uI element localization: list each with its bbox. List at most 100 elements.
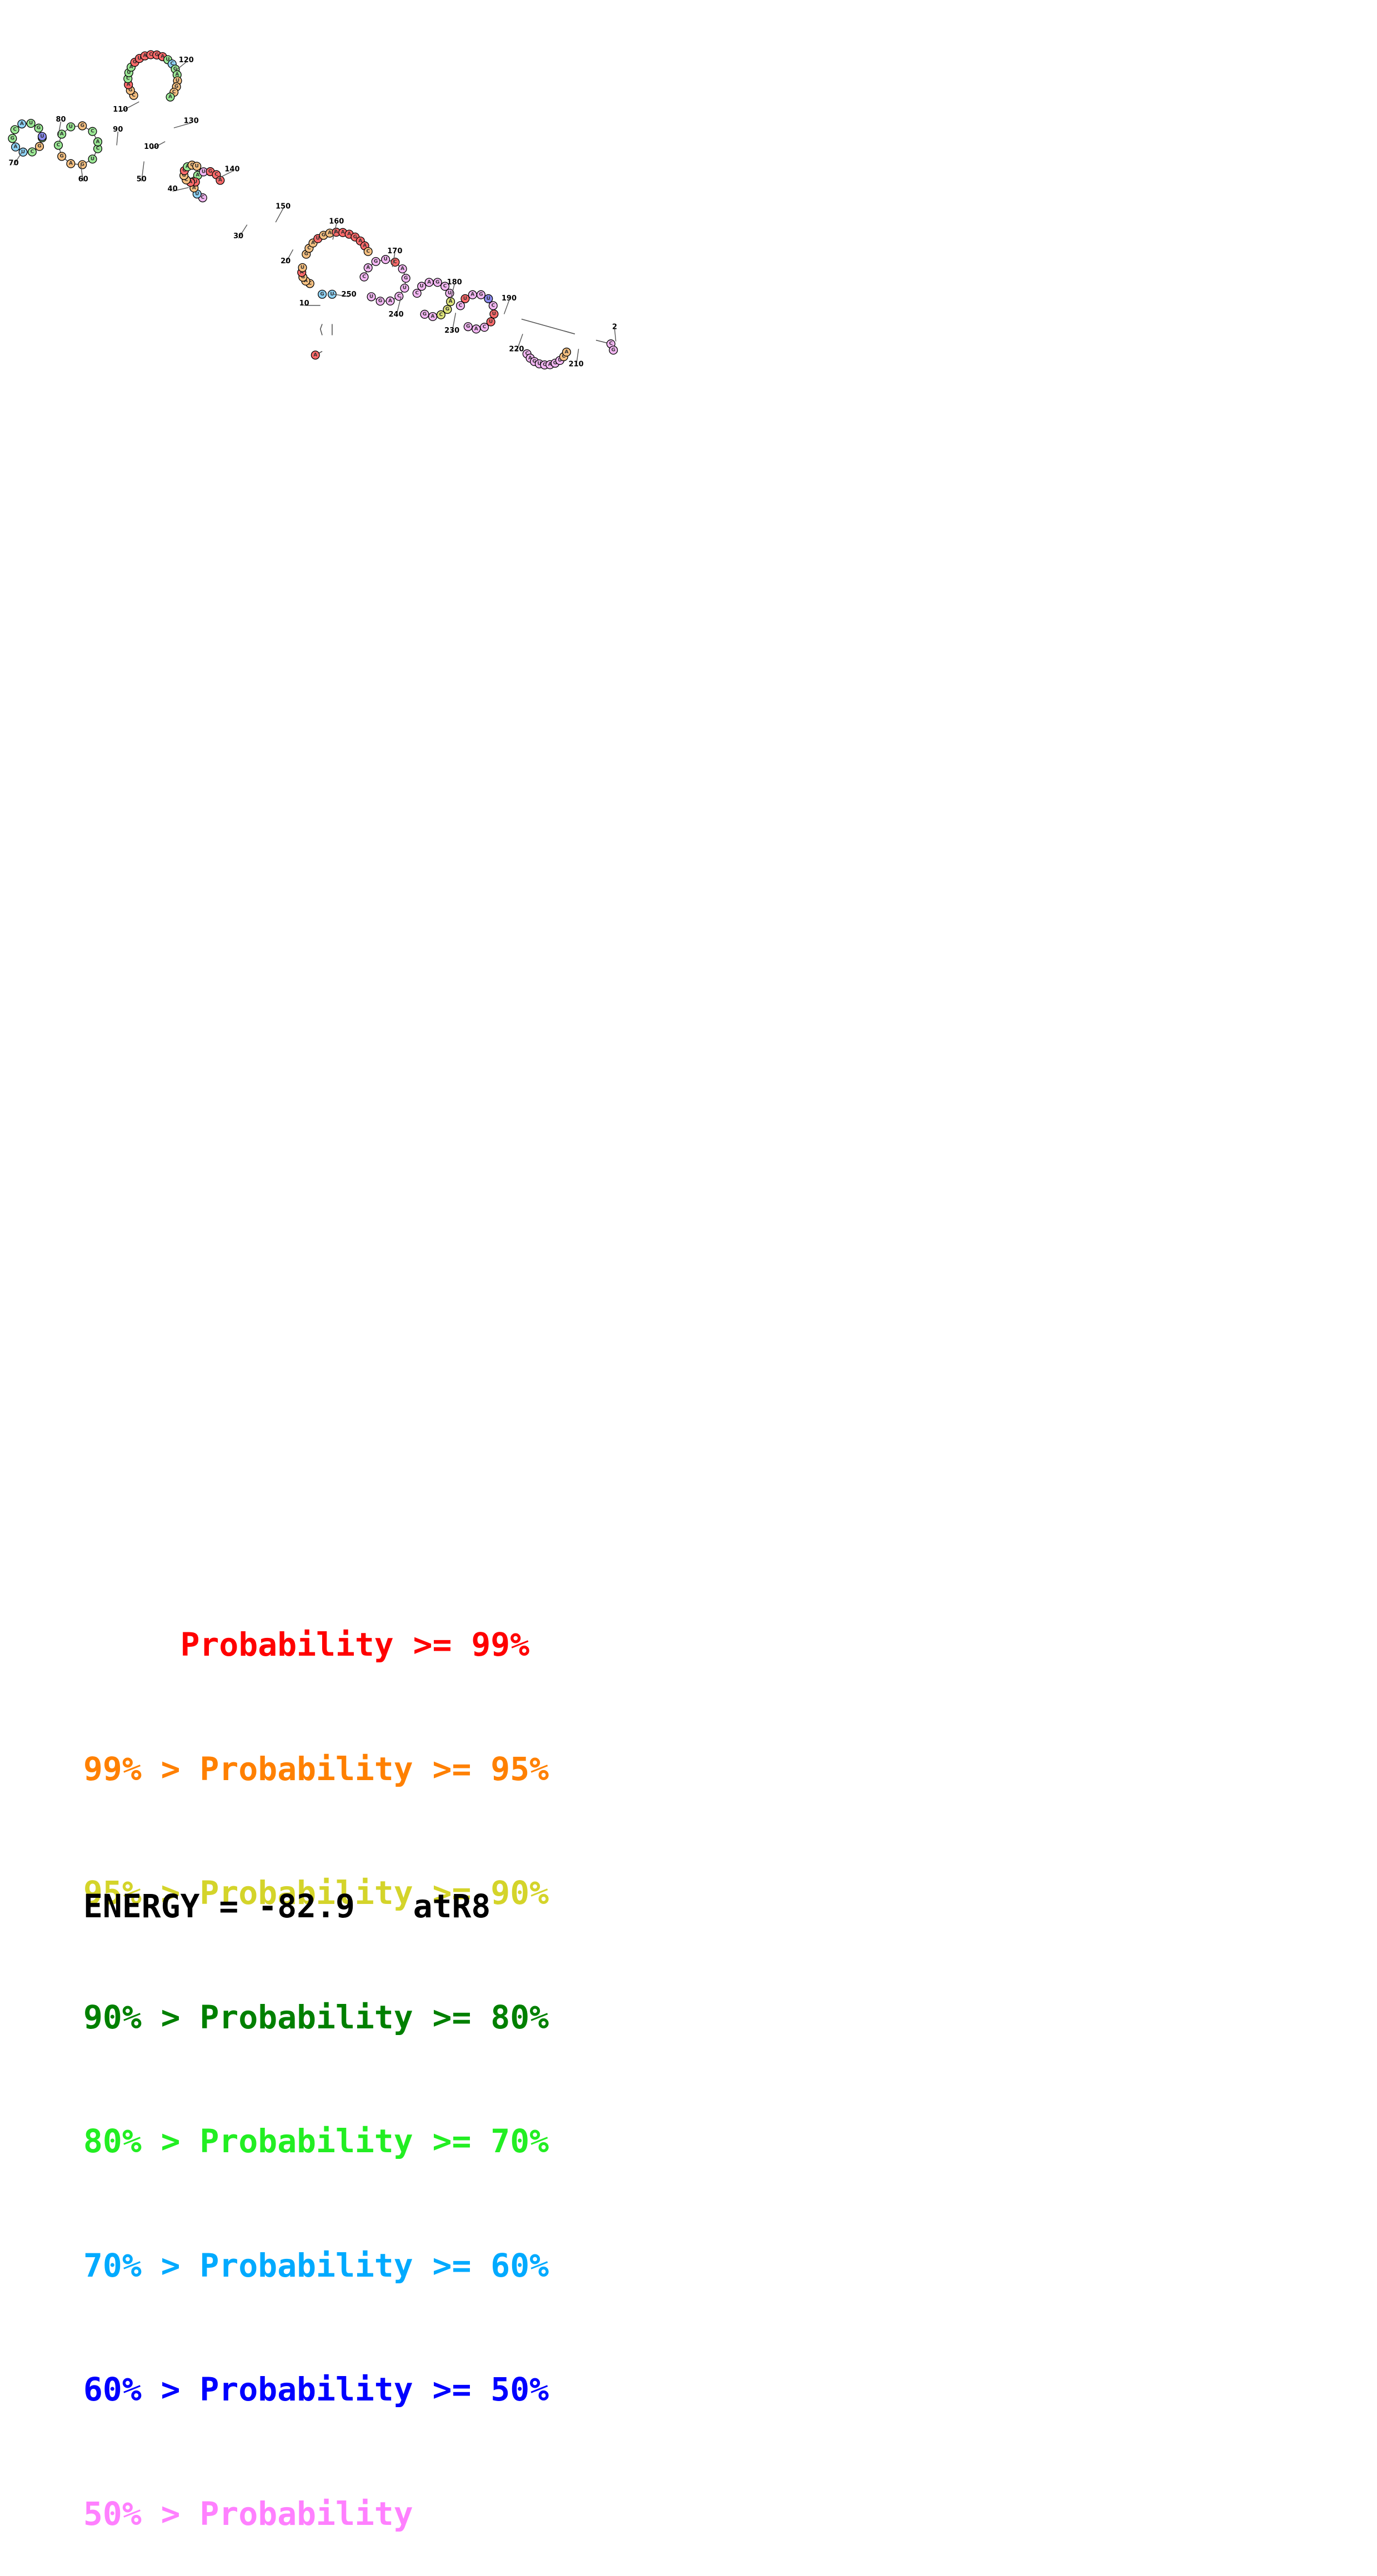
position-label: 160 bbox=[329, 217, 344, 225]
position-label: 180 bbox=[447, 278, 462, 287]
svg-text:C: C bbox=[415, 290, 419, 296]
position-tick bbox=[172, 187, 189, 192]
nucleotide: C bbox=[455, 301, 465, 310]
nucleotide: U bbox=[381, 255, 390, 264]
nucleotide: C bbox=[88, 127, 97, 136]
nucleotide: G bbox=[443, 305, 452, 314]
svg-text:G: G bbox=[353, 234, 357, 240]
position-tick bbox=[58, 121, 62, 136]
legend-row-3: 95% > Probability >= 90% bbox=[83, 1874, 549, 1912]
svg-text:U: U bbox=[21, 149, 25, 155]
position-label: 110 bbox=[113, 106, 128, 114]
energy-label: ENERGY = -82.9 atR8 bbox=[83, 1887, 491, 1925]
svg-text:C: C bbox=[525, 351, 529, 357]
position-tick bbox=[141, 161, 144, 182]
svg-text:C: C bbox=[443, 283, 447, 289]
svg-text:G: G bbox=[133, 59, 137, 65]
rna-structure-diagram: AGUGCAUGAAAAGAACCAGAUCUAGAUGCAUACGGACUCU… bbox=[8, 50, 618, 370]
nucleotide: U bbox=[484, 294, 493, 303]
backbone-segment bbox=[319, 324, 323, 335]
position-label: 50 bbox=[137, 175, 147, 183]
position-label: 130 bbox=[184, 117, 199, 125]
nucleotide: G bbox=[34, 142, 44, 151]
svg-text:G: G bbox=[435, 279, 439, 285]
legend-row-2: 99% > Probability >= 95% bbox=[83, 1750, 549, 1788]
svg-text:G: G bbox=[174, 84, 178, 89]
svg-text:C: C bbox=[13, 127, 17, 133]
svg-text:C: C bbox=[57, 143, 61, 148]
position-label: 230 bbox=[444, 327, 459, 335]
probability-legend: Probability >= 99% 99% > Probability >= … bbox=[83, 1541, 549, 2576]
svg-text:A: A bbox=[474, 326, 478, 332]
svg-text:G: G bbox=[208, 169, 212, 174]
svg-text:U: U bbox=[558, 358, 562, 363]
svg-text:U: U bbox=[383, 257, 387, 262]
position-tick bbox=[395, 297, 402, 317]
nucleotide: U bbox=[417, 282, 427, 291]
svg-text:A: A bbox=[161, 54, 164, 59]
svg-text:A: A bbox=[196, 173, 199, 178]
position-label-layer: 10 20 30 40 50 60 70 80 90 100 110 120 130 140 150 160 1… bbox=[9, 56, 617, 369]
svg-text:G: G bbox=[182, 168, 186, 173]
svg-text:A: A bbox=[127, 82, 131, 87]
position-tick bbox=[13, 151, 23, 166]
svg-text:A: A bbox=[168, 94, 172, 100]
position-tick bbox=[238, 224, 248, 239]
position-tick bbox=[451, 313, 457, 333]
svg-text:G: G bbox=[128, 88, 132, 93]
svg-text:C: C bbox=[609, 341, 613, 347]
svg-text:U: U bbox=[29, 121, 33, 126]
nucleotide: G bbox=[318, 289, 327, 299]
svg-text:G: G bbox=[182, 173, 186, 178]
position-tick bbox=[392, 253, 395, 267]
nucleotide: C bbox=[359, 272, 369, 282]
svg-text:U: U bbox=[492, 311, 496, 317]
position-label: 10 bbox=[299, 299, 309, 308]
svg-text:A: A bbox=[218, 178, 222, 183]
position-label: 2 bbox=[612, 323, 617, 331]
legend-row-8: 50% > Probability bbox=[83, 2494, 413, 2533]
position-tick bbox=[116, 131, 119, 146]
position-tick bbox=[575, 349, 579, 367]
svg-text:A: A bbox=[470, 292, 474, 298]
nucleotide: A bbox=[424, 278, 434, 287]
nucleotide: C bbox=[394, 292, 404, 301]
svg-text:C: C bbox=[366, 249, 370, 254]
legend-row-6: 70% > Probability >= 60% bbox=[83, 2246, 549, 2284]
svg-text:C: C bbox=[201, 195, 205, 201]
svg-text:A: A bbox=[358, 238, 362, 244]
svg-text:A: A bbox=[449, 299, 453, 304]
nucleotide: G bbox=[609, 345, 618, 355]
svg-text:A: A bbox=[143, 53, 147, 59]
nucleotide: U bbox=[298, 263, 307, 272]
position-tick bbox=[332, 223, 337, 240]
svg-text:C: C bbox=[190, 162, 194, 168]
svg-text:A: A bbox=[565, 349, 569, 355]
svg-text:U: U bbox=[176, 78, 179, 84]
nucleotide: C bbox=[480, 323, 489, 332]
nucleotide: G bbox=[78, 160, 87, 169]
nucleotide: C bbox=[440, 282, 450, 291]
svg-text:A: A bbox=[189, 179, 193, 185]
position-label: 150 bbox=[276, 203, 291, 211]
nucleotide: C bbox=[363, 247, 373, 256]
svg-text:A: A bbox=[328, 230, 332, 236]
svg-text:G: G bbox=[59, 154, 63, 159]
svg-text:U: U bbox=[202, 169, 206, 174]
nucleotide: A bbox=[446, 297, 455, 307]
svg-text:G: G bbox=[423, 312, 427, 317]
svg-text:A: A bbox=[341, 230, 345, 235]
svg-text:U: U bbox=[403, 285, 407, 291]
svg-text:U: U bbox=[195, 163, 199, 169]
svg-text:G: G bbox=[374, 259, 378, 264]
nucleotide: U bbox=[88, 154, 97, 164]
position-tick bbox=[173, 122, 192, 128]
svg-text:A: A bbox=[175, 72, 179, 78]
nucleotide: A bbox=[428, 312, 438, 322]
svg-text:A: A bbox=[548, 362, 552, 368]
nucleotide: A bbox=[472, 324, 481, 334]
nucleotide: A bbox=[57, 129, 67, 139]
svg-text:G: G bbox=[479, 292, 483, 298]
position-label: 190 bbox=[502, 294, 517, 303]
nucleotide: U bbox=[460, 294, 470, 303]
